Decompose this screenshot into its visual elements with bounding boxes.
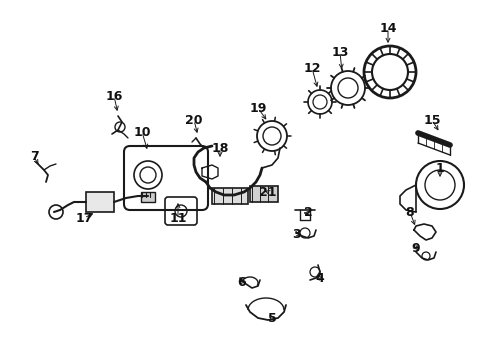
Text: 13: 13 <box>331 45 349 58</box>
Text: 5: 5 <box>268 311 276 324</box>
Text: 10: 10 <box>133 126 151 139</box>
Text: 17: 17 <box>75 211 93 225</box>
Bar <box>86 192 114 212</box>
Text: 14: 14 <box>379 22 397 35</box>
Text: 18: 18 <box>211 141 229 154</box>
Text: 15: 15 <box>423 113 441 126</box>
Text: 4: 4 <box>316 271 324 284</box>
Text: 3: 3 <box>292 228 300 240</box>
Text: 8: 8 <box>406 206 415 219</box>
Bar <box>250 186 278 202</box>
Text: 21: 21 <box>259 185 277 198</box>
Text: 20: 20 <box>185 113 203 126</box>
Bar <box>212 188 248 204</box>
Bar <box>141 192 155 202</box>
Text: 9: 9 <box>412 242 420 255</box>
Text: 6: 6 <box>238 275 246 288</box>
Text: 1: 1 <box>436 162 444 175</box>
Text: 19: 19 <box>249 102 267 114</box>
Text: 7: 7 <box>29 150 38 163</box>
Text: 11: 11 <box>169 211 187 225</box>
Text: 2: 2 <box>304 207 313 220</box>
Text: 12: 12 <box>303 62 321 75</box>
Text: 16: 16 <box>105 90 122 103</box>
